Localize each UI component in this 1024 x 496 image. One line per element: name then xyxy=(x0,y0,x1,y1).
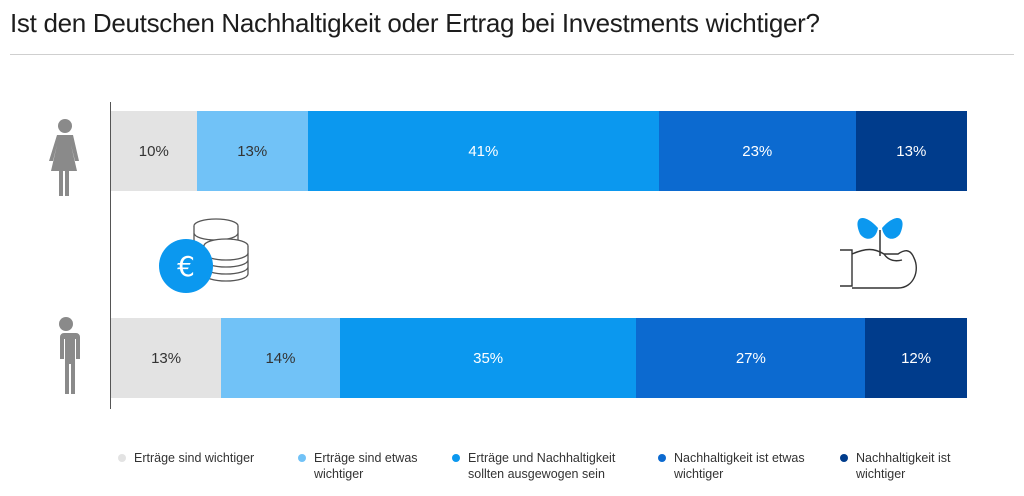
bar-segment: 35% xyxy=(339,318,637,398)
legend-item: Nachhaltigkeit ist etwas wichtiger xyxy=(658,450,805,482)
legend-swatch xyxy=(658,454,666,462)
legend-swatch xyxy=(118,454,126,462)
legend-item: Erträge und Nachhaltigkeit sollten ausge… xyxy=(452,450,615,482)
legend-swatch xyxy=(840,454,848,462)
hand-plant-icon xyxy=(840,217,917,289)
legend-label: Erträge und Nachhaltigkeit sollten ausge… xyxy=(468,451,616,481)
legend-label: Nachhaltigkeit ist wichtiger xyxy=(856,451,951,481)
bar-segment: 10% xyxy=(111,111,197,191)
male-person-icon xyxy=(56,317,80,394)
legend-label: Nachhaltigkeit ist etwas wichtiger xyxy=(674,451,805,481)
bar-segment: 23% xyxy=(658,111,856,191)
bar-row-men: 13% 14% 35% 27% 12% xyxy=(111,318,967,398)
bar-segment: 14% xyxy=(221,318,340,398)
bar-row-women: 10% 13% 41% 23% 13% xyxy=(111,111,967,191)
bar-segment: 13% xyxy=(196,111,308,191)
bar-segment: 41% xyxy=(307,111,659,191)
bar-segment: 27% xyxy=(636,318,866,398)
legend-item: Erträge sind wichtiger xyxy=(118,450,254,466)
svg-text:€: € xyxy=(177,250,195,283)
legend-item: Erträge sind etwas wichtiger xyxy=(298,450,418,482)
euro-coins-icon: € xyxy=(159,218,249,293)
title-divider xyxy=(10,54,1014,55)
legend-swatch xyxy=(298,454,306,462)
chart-title: Ist den Deutschen Nachhaltigkeit oder Er… xyxy=(10,8,820,38)
legend-label: Erträge sind etwas wichtiger xyxy=(314,451,418,481)
legend-label: Erträge sind wichtiger xyxy=(134,451,255,465)
chart-legend: Erträge sind wichtiger Erträge sind etwas… xyxy=(118,450,1008,490)
category-axis-line xyxy=(110,102,111,409)
bar-segment: 13% xyxy=(855,111,967,191)
female-person-icon xyxy=(49,119,79,196)
bar-segment: 12% xyxy=(865,318,967,398)
bar-segment: 13% xyxy=(111,318,222,398)
legend-item: Nachhaltigkeit ist wichtiger xyxy=(840,450,951,482)
legend-swatch xyxy=(452,454,460,462)
